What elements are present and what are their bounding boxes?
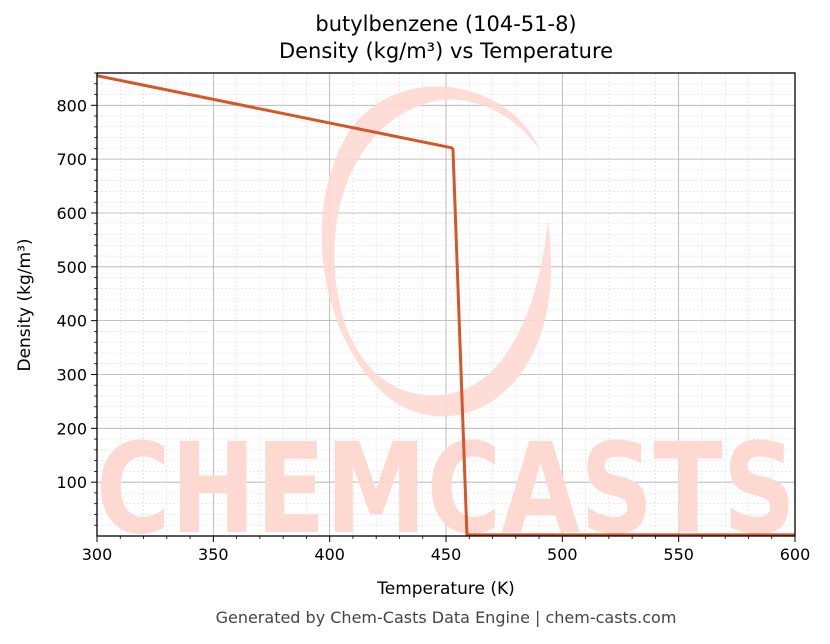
y-tick-label: 500 (56, 258, 87, 277)
axes: 300 350 400 450 500 550 600 100 200 300 400 500 600 7… (56, 72, 811, 564)
x-tick-label: 550 (663, 545, 694, 564)
y-tick-label: 600 (56, 204, 87, 223)
series-layer (97, 74, 795, 536)
x-tick-label: 300 (82, 545, 113, 564)
x-axis-label: Temperature (K) (376, 579, 515, 599)
x-tick-label: 600 (780, 545, 811, 564)
x-tick-label: 350 (198, 545, 229, 564)
watermark-swirl-logo (321, 86, 552, 417)
y-tick-label: 200 (56, 419, 87, 438)
chart-title: butylbenzene (104-51-8) (315, 12, 577, 36)
y-tick-label: 100 (56, 473, 87, 492)
watermark-text: CHEMCASTS (96, 417, 796, 562)
y-tick-label: 400 (56, 312, 87, 331)
x-tick-label: 500 (547, 545, 578, 564)
y-tick-label: 300 (56, 365, 87, 384)
chemcasts-watermark: CHEMCASTS (96, 86, 796, 562)
y-tick-label: 800 (56, 96, 87, 115)
chart-subtitle: Density (kg/m³) vs Temperature (278, 39, 614, 63)
x-tick-label: 400 (314, 545, 345, 564)
y-tick-label: 700 (56, 150, 87, 169)
footer-credit: Generated by Chem-Casts Data Engine | ch… (215, 608, 677, 627)
x-tick-label: 450 (431, 545, 462, 564)
density-series-line (97, 74, 795, 536)
y-axis-label: Density (kg/m³) (15, 238, 35, 371)
